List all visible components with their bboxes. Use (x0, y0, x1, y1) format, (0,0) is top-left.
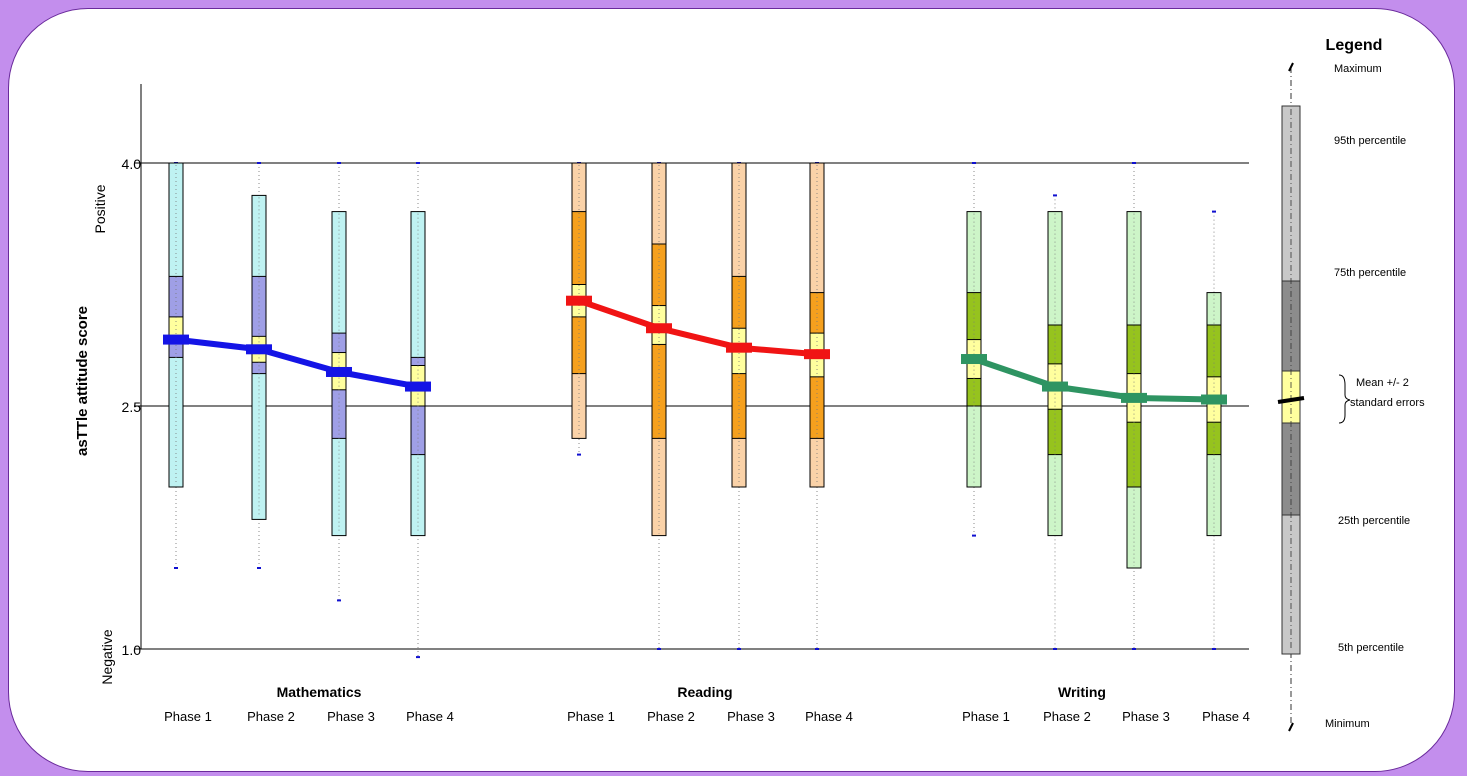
group-label-mathematics: Mathematics (277, 684, 362, 700)
y-axis-title: asTTle attitude score (74, 306, 91, 456)
legend-label-p5: 5th percentile (1338, 642, 1404, 654)
box-mathematics-1-mean-marker (163, 334, 189, 345)
phase-label-reading-2: Phase 2 (647, 709, 695, 724)
phase-label-writing-2: Phase 2 (1043, 709, 1091, 724)
mean-line-writing (973, 356, 1215, 403)
legend-mean-brace (1338, 374, 1351, 424)
box-writing-1-max-mark (972, 162, 976, 164)
phase-label-writing-3: Phase 3 (1122, 709, 1170, 724)
legend-mean-marker (1277, 396, 1305, 404)
box-writing-4-max-mark (1212, 210, 1216, 213)
phase-label-writing-1: Phase 1 (962, 709, 1010, 724)
box-reading-1-min-mark (577, 453, 581, 456)
phase-label-reading-1: Phase 1 (567, 709, 615, 724)
axes-layer (134, 84, 1249, 650)
box-writing-3-max-mark (1132, 162, 1136, 164)
box-mathematics-4-max-mark (416, 162, 420, 164)
box-writing-2-min-mark (1053, 648, 1057, 650)
box-mathematics-1-min-mark (174, 567, 178, 569)
legend-min-mark (1288, 722, 1294, 732)
box-writing-4-min-mark (1212, 648, 1216, 650)
boxes-layer (163, 162, 1227, 659)
legend-title: Legend (1326, 37, 1383, 54)
box-writing-1-min-mark (972, 534, 976, 537)
phase-label-mathematics-4: Phase 4 (406, 709, 454, 724)
legend-label-p75: 75th percentile (1334, 267, 1406, 279)
legend-label-max: Maximum (1334, 63, 1382, 75)
phase-label-mathematics-1: Phase 1 (164, 709, 212, 724)
box-mathematics-4-min-mark (416, 656, 420, 659)
y-tick-label-1: 1.0 (122, 642, 142, 658)
box-writing-2-max-mark (1053, 194, 1057, 197)
y-tick-label-3: 4.0 (122, 156, 142, 172)
box-mathematics-3-max-mark (337, 162, 341, 164)
box-mathematics-2-max-mark (257, 162, 261, 164)
mean-line-reading (578, 297, 818, 358)
box-reading-3-min-mark (737, 648, 741, 650)
legend: Legend Maximum 95th percentile 75th perc… (1277, 37, 1425, 732)
box-mathematics-3-min-mark (337, 599, 341, 602)
y-end-label-top: Positive (92, 184, 108, 233)
legend-label-min: Minimum (1325, 718, 1370, 730)
phase-label-mathematics-2: Phase 2 (247, 709, 295, 724)
phase-label-mathematics-3: Phase 3 (327, 709, 375, 724)
phase-label-reading-4: Phase 4 (805, 709, 853, 724)
box-reading-2-min-mark (657, 648, 661, 650)
legend-label-mean-2: standard errors (1350, 397, 1425, 409)
labels-layer: asTTle attitude score Positive Negative … (74, 156, 1250, 724)
phase-label-writing-4: Phase 4 (1202, 709, 1250, 724)
group-label-reading: Reading (677, 684, 732, 700)
legend-max-mark (1288, 62, 1294, 72)
box-reading-4-min-mark (815, 648, 819, 650)
y-tick-label-2: 2.5 (122, 399, 142, 415)
box-mathematics-2-min-mark (257, 567, 261, 569)
legend-label-mean-1: Mean +/- 2 (1356, 377, 1409, 389)
box-writing-4-mean-marker (1201, 394, 1227, 405)
group-label-writing: Writing (1058, 684, 1106, 700)
legend-label-p25: 25th percentile (1338, 515, 1410, 527)
legend-label-p95: 95th percentile (1334, 135, 1406, 147)
y-end-label-bottom: Negative (99, 629, 115, 684)
box-writing-3-min-mark (1132, 648, 1136, 650)
mean-line-mathematics (175, 336, 419, 390)
phase-label-reading-3: Phase 3 (727, 709, 775, 724)
chart-panel: asTTle attitude score Positive Negative … (8, 8, 1455, 772)
mean-lines-layer (175, 297, 1215, 403)
boxplot-chart: asTTle attitude score Positive Negative … (74, 37, 1425, 732)
